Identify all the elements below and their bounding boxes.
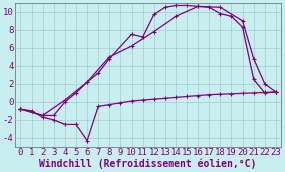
- X-axis label: Windchill (Refroidissement éolien,°C): Windchill (Refroidissement éolien,°C): [40, 159, 257, 169]
